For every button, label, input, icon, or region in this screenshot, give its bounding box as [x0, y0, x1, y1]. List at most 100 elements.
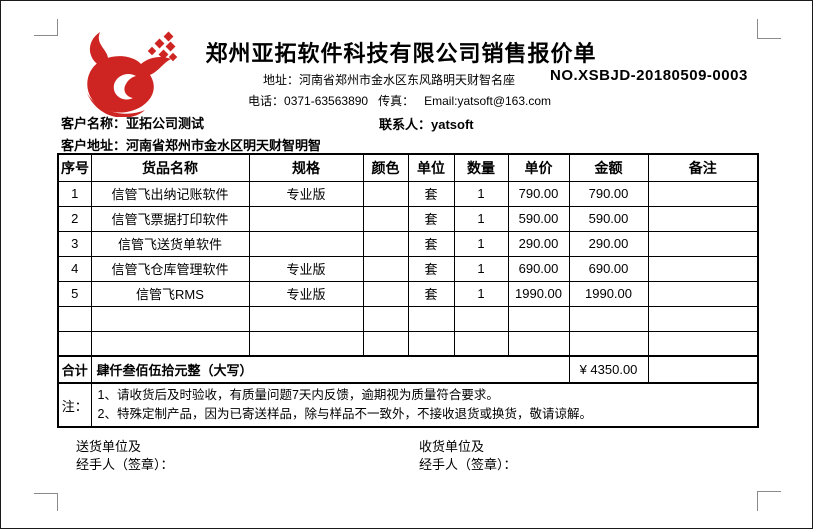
customer-name-label: 客户名称：	[61, 116, 127, 131]
cell-name: 信管飞仓库管理软件	[90, 255, 250, 282]
cell-color	[362, 280, 409, 307]
notes-label: 注：	[57, 382, 92, 428]
customer-address-value: 河南省郑州市金水区明天财智明智	[126, 138, 322, 153]
fax-label: 传真：	[378, 94, 415, 108]
cell-unit: 套	[407, 280, 455, 307]
cell-no: 4	[57, 255, 92, 282]
cell-note	[647, 280, 759, 307]
cell-amount: 790.00	[568, 180, 649, 207]
company-logo-icon	[73, 31, 185, 118]
cell-name: 信管飞票据打印软件	[90, 205, 250, 232]
cell-color	[362, 230, 409, 257]
customer-address-label: 客户地址：	[61, 138, 127, 153]
cell-price: 1990.00	[507, 280, 570, 307]
col-header-qty: 数量	[453, 153, 509, 182]
cell-color	[362, 205, 409, 232]
company-address: 地址：河南省郑州市金水区东风路明天财智名座	[263, 71, 515, 88]
cell-color	[362, 255, 409, 282]
customer-name-row: 客户名称：亚拓公司测试	[61, 113, 204, 132]
table-row: 3 信管飞送货单软件 套 1 290.00 290.00	[57, 230, 759, 257]
note-line-2: 2、特殊定制产品，因为已寄送样品，除与样品不一致外，不接收退货或换货，敬请谅解。	[97, 407, 592, 421]
col-header-spec: 规格	[248, 153, 364, 182]
cell-color	[362, 180, 409, 207]
col-header-unit: 单位	[407, 153, 455, 182]
receiver-handler-label: 经手人（签章）：	[419, 457, 517, 472]
table-row-empty	[57, 330, 759, 357]
sender-signature-block: 送货单位及 经手人（签章）：	[76, 438, 174, 474]
cell-no: 2	[57, 205, 92, 232]
cell-unit: 套	[407, 205, 455, 232]
email-value: Email:yatsoft@163.com	[424, 94, 552, 108]
cell-amount: 590.00	[568, 205, 649, 232]
cell-qty: 1	[453, 230, 509, 257]
cell-unit: 套	[407, 255, 455, 282]
cell-qty: 1	[453, 280, 509, 307]
cell-price: 590.00	[507, 205, 570, 232]
cell-amount: 1990.00	[568, 280, 649, 307]
cell-amount: 690.00	[568, 255, 649, 282]
table-row: 2 信管飞票据打印软件 套 1 590.00 590.00	[57, 205, 759, 232]
col-header-note: 备注	[647, 153, 759, 182]
contact-label: 联系人：	[379, 117, 432, 132]
total-amount-in-words: 肆仟叁佰伍拾元整（大写）	[90, 355, 570, 384]
cell-note	[647, 230, 759, 257]
cell-spec: 专业版	[248, 180, 364, 207]
address-label: 地址：	[263, 73, 300, 87]
col-header-price: 单价	[507, 153, 570, 182]
cell-name: 信管飞出纳记账软件	[90, 180, 250, 207]
customer-address-row: 客户地址：河南省郑州市金水区明天财智明智	[61, 135, 321, 154]
col-header-color: 颜色	[362, 153, 409, 182]
notes-body: 1、请收货后及时验收，有质量问题7天内反馈，逾期视为质量符合要求。 2、特殊定制…	[90, 382, 759, 428]
cell-no: 3	[57, 230, 92, 257]
cell-unit: 套	[407, 230, 455, 257]
cell-spec	[248, 205, 364, 232]
total-label: 合计	[57, 355, 92, 384]
cell-spec: 专业版	[248, 255, 364, 282]
doc-number: NO.XSBJD-20180509-0003	[550, 67, 748, 84]
receiver-unit-label: 收货单位及	[419, 439, 485, 454]
company-contact-line: 电话：0371-63563890 传真： Email:yatsoft@163.com	[248, 92, 551, 109]
customer-name-value: 亚拓公司测试	[126, 116, 205, 131]
cell-price: 790.00	[507, 180, 570, 207]
note-line-1: 1、请收货后及时验收，有质量问题7天内反馈，逾期视为质量符合要求。	[97, 388, 499, 402]
customer-contact-row: 联系人：yatsoft	[379, 114, 474, 133]
cell-note	[647, 180, 759, 207]
cell-qty: 1	[453, 180, 509, 207]
cell-note	[647, 205, 759, 232]
table-row: 4 信管飞仓库管理软件 专业版 套 1 690.00 690.00	[57, 255, 759, 282]
total-row: 合计 肆仟叁佰伍拾元整（大写） ¥ 4350.00	[57, 355, 759, 384]
col-header-no: 序号	[57, 153, 92, 182]
total-amount: ¥ 4350.00	[568, 355, 649, 384]
crop-mark-bottom-left	[34, 493, 58, 511]
cell-spec	[248, 230, 364, 257]
cell-note	[647, 255, 759, 282]
crop-mark-top-left	[34, 19, 58, 36]
receiver-signature-block: 收货单位及 经手人（签章）：	[419, 438, 517, 474]
cell-price: 290.00	[507, 230, 570, 257]
cell-amount: 290.00	[568, 230, 649, 257]
cell-no: 5	[57, 280, 92, 307]
quotation-table: 序号 货品名称 规格 颜色 单位 数量 单价 金额 备注 1 信管飞出纳记账软件…	[57, 153, 759, 428]
contact-value: yatsoft	[431, 117, 474, 132]
cell-name: 信管飞送货单软件	[90, 230, 250, 257]
address-value: 河南省郑州市金水区东风路明天财智名座	[299, 73, 516, 87]
table-row: 1 信管飞出纳记账软件 专业版 套 1 790.00 790.00	[57, 180, 759, 207]
cell-spec: 专业版	[248, 280, 364, 307]
cell-qty: 1	[453, 255, 509, 282]
table-header-row: 序号 货品名称 规格 颜色 单位 数量 单价 金额 备注	[57, 153, 759, 182]
sender-unit-label: 送货单位及	[76, 439, 142, 454]
cell-unit: 套	[407, 180, 455, 207]
phone-value: 0371-63563890	[284, 94, 369, 108]
sender-handler-label: 经手人（签章）：	[76, 457, 174, 472]
col-header-name: 货品名称	[90, 153, 250, 182]
notes-row: 注： 1、请收货后及时验收，有质量问题7天内反馈，逾期视为质量符合要求。 2、特…	[57, 382, 759, 428]
cell-price: 690.00	[507, 255, 570, 282]
col-header-amount: 金额	[568, 153, 649, 182]
crop-mark-bottom-right	[757, 491, 781, 511]
table-row-empty	[57, 305, 759, 332]
crop-mark-top-right	[757, 19, 781, 39]
cell-qty: 1	[453, 205, 509, 232]
cell-name: 信管飞RMS	[90, 280, 250, 307]
table-row: 5 信管飞RMS 专业版 套 1 1990.00 1990.00	[57, 280, 759, 307]
